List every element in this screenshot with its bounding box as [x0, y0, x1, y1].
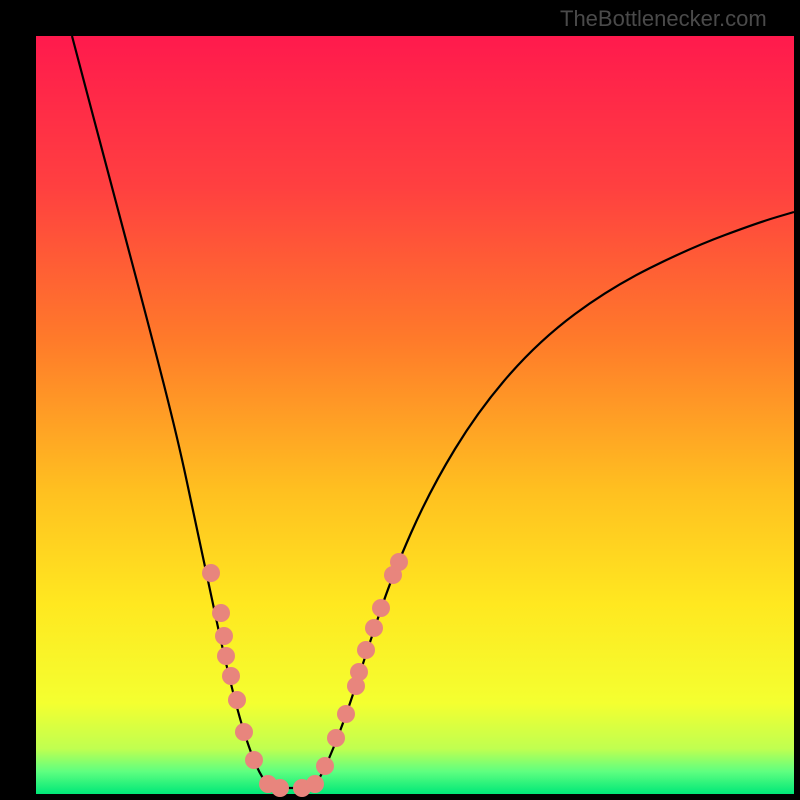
- data-marker: [306, 775, 324, 793]
- data-marker: [235, 723, 253, 741]
- data-marker: [202, 564, 220, 582]
- data-marker: [372, 599, 390, 617]
- data-marker: [228, 691, 246, 709]
- data-marker: [212, 604, 230, 622]
- data-marker: [327, 729, 345, 747]
- data-marker: [316, 757, 334, 775]
- data-marker: [390, 553, 408, 571]
- data-marker: [215, 627, 233, 645]
- data-marker: [350, 663, 368, 681]
- data-marker: [365, 619, 383, 637]
- data-marker: [222, 667, 240, 685]
- data-marker: [217, 647, 235, 665]
- curve-right-branch: [312, 212, 794, 788]
- data-marker: [357, 641, 375, 659]
- chart-svg-layer: [0, 0, 800, 800]
- data-marker: [337, 705, 355, 723]
- marker-group: [202, 553, 408, 797]
- data-marker: [245, 751, 263, 769]
- curve-left-branch: [72, 36, 272, 788]
- data-marker: [271, 779, 289, 797]
